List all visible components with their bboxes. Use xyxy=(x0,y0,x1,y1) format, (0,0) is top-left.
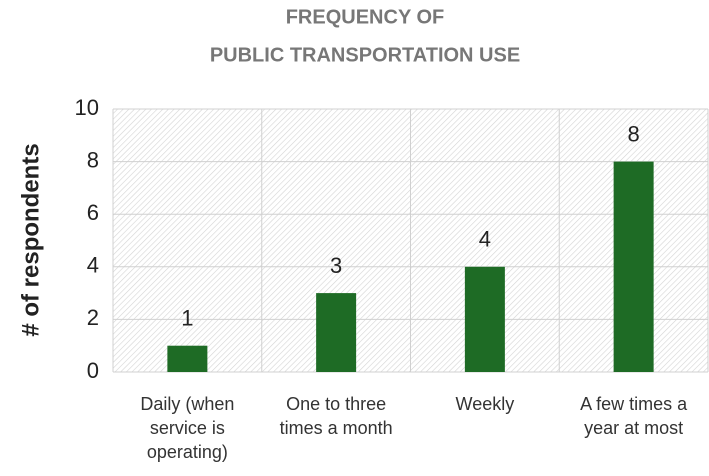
x-tick-label: A few times a year at most xyxy=(580,394,688,438)
data-label: 8 xyxy=(628,121,640,146)
x-tick-label: Weekly xyxy=(455,394,515,414)
x-tick-label: Daily (when service is operating) xyxy=(140,394,235,462)
bar xyxy=(464,266,505,372)
y-axis-label: # of respondents xyxy=(17,143,44,336)
bar xyxy=(167,345,208,372)
data-label: 1 xyxy=(181,306,193,331)
x-tick-label: One to three times a month xyxy=(279,394,393,438)
y-tick-label: 10 xyxy=(75,95,99,120)
bar xyxy=(316,293,357,372)
y-tick-label: 2 xyxy=(87,305,99,330)
y-tick-label: 8 xyxy=(87,147,99,172)
y-tick-label: 4 xyxy=(87,253,99,278)
y-tick-label: 0 xyxy=(87,358,99,383)
chart-title: FREQUENCY OF xyxy=(286,6,445,28)
chart-title: PUBLIC TRANSPORTATION USE xyxy=(210,44,520,66)
y-tick-label: 6 xyxy=(87,200,99,225)
data-label: 4 xyxy=(479,227,491,252)
data-label: 3 xyxy=(330,253,342,278)
bar xyxy=(613,161,654,372)
